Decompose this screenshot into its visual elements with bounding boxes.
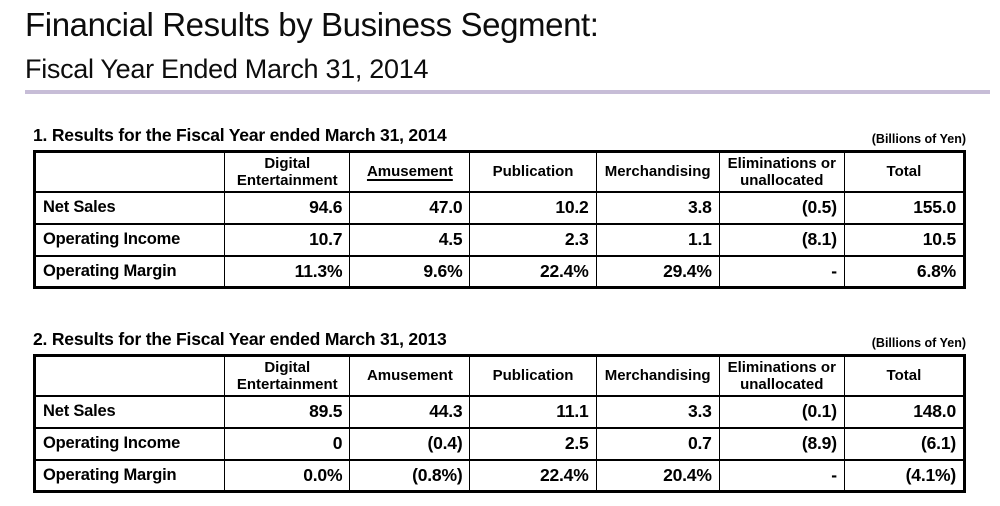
value-cell: 47.0 — [349, 190, 471, 225]
value-cell: 155.0 — [843, 190, 966, 225]
fy2013-results-table: Digital Entertainment Amusement Publicat… — [33, 354, 966, 493]
value-cell: (6.1) — [843, 426, 966, 461]
table-row-operating-income: Operating Income 10.7 4.5 2.3 1.1 (8.1) … — [33, 222, 966, 257]
table-row-operating-margin: Operating Margin 11.3% 9.6% 22.4% 29.4% … — [33, 254, 966, 289]
page-title: Financial Results by Business Segment: — [25, 6, 599, 43]
column-header-digital-entertainment: Digital Entertainment — [224, 354, 351, 397]
header-row: Digital Entertainment Amusement Publicat… — [33, 150, 966, 193]
row-label: Net Sales — [33, 394, 226, 429]
header-row: Digital Entertainment Amusement Publicat… — [33, 354, 966, 397]
value-cell: 10.2 — [469, 190, 597, 225]
value-cell: 44.3 — [349, 394, 471, 429]
value-cell: (0.5) — [718, 190, 845, 225]
page-subtitle: Fiscal Year Ended March 31, 2014 — [25, 54, 429, 84]
row-label: Operating Income — [33, 426, 226, 461]
value-cell: 29.4% — [595, 254, 720, 289]
value-cell: 3.3 — [595, 394, 720, 429]
column-header-eliminations: Eliminations or unallocated — [718, 150, 845, 193]
table-row-net-sales: Net Sales 94.6 47.0 10.2 3.8 (0.5) 155.0 — [33, 190, 966, 225]
value-cell: 10.5 — [843, 222, 966, 257]
value-cell: (4.1%) — [843, 458, 966, 493]
value-cell: 22.4% — [469, 458, 597, 493]
fy2013-caption-row: 2. Results for the Fiscal Year ended Mar… — [33, 328, 966, 350]
value-cell: - — [718, 458, 845, 493]
column-header-publication: Publication — [469, 354, 597, 397]
value-cell: 10.7 — [224, 222, 351, 257]
value-cell: 11.1 — [469, 394, 597, 429]
value-cell: 0.0% — [224, 458, 351, 493]
column-header-amusement: Amusement — [349, 150, 471, 193]
corner-cell — [33, 354, 226, 397]
value-cell: 9.6% — [349, 254, 471, 289]
value-cell: 0.7 — [595, 426, 720, 461]
fy2013-section: 2. Results for the Fiscal Year ended Mar… — [33, 328, 966, 493]
title-divider — [25, 90, 990, 94]
column-header-publication: Publication — [469, 150, 597, 193]
value-cell: 0 — [224, 426, 351, 461]
value-cell: 148.0 — [843, 394, 966, 429]
fy2014-table-caption: 1. Results for the Fiscal Year ended Mar… — [33, 125, 447, 145]
value-cell: (0.8%) — [349, 458, 471, 493]
table-row-operating-income: Operating Income 0 (0.4) 2.5 0.7 (8.9) (… — [33, 426, 966, 461]
column-header-amusement: Amusement — [349, 354, 471, 397]
value-cell: 94.6 — [224, 190, 351, 225]
fy2013-unit-note: (Billions of Yen) — [871, 336, 966, 350]
value-cell: 3.8 — [595, 190, 720, 225]
value-cell: 2.5 — [469, 426, 597, 461]
row-label: Net Sales — [33, 190, 226, 225]
value-cell: 2.3 — [469, 222, 597, 257]
amusement-underlined-text: Amusement — [366, 163, 453, 181]
value-cell: (0.1) — [718, 394, 845, 429]
fy2014-section: 1. Results for the Fiscal Year ended Mar… — [33, 124, 966, 289]
column-header-total: Total — [843, 354, 966, 397]
value-cell: (8.1) — [718, 222, 845, 257]
column-header-eliminations: Eliminations or unallocated — [718, 354, 845, 397]
value-cell: (0.4) — [349, 426, 471, 461]
corner-cell — [33, 150, 226, 193]
row-label: Operating Margin — [33, 254, 226, 289]
value-cell: 89.5 — [224, 394, 351, 429]
value-cell: 20.4% — [595, 458, 720, 493]
value-cell: 22.4% — [469, 254, 597, 289]
table-row-net-sales: Net Sales 89.5 44.3 11.1 3.3 (0.1) 148.0 — [33, 394, 966, 429]
column-header-merchandising: Merchandising — [595, 354, 720, 397]
fy2013-table-caption: 2. Results for the Fiscal Year ended Mar… — [33, 329, 447, 349]
value-cell: - — [718, 254, 845, 289]
table-row-operating-margin: Operating Margin 0.0% (0.8%) 22.4% 20.4%… — [33, 458, 966, 493]
value-cell: 11.3% — [224, 254, 351, 289]
row-label: Operating Margin — [33, 458, 226, 493]
fy2014-unit-note: (Billions of Yen) — [871, 132, 966, 146]
fy2014-caption-row: 1. Results for the Fiscal Year ended Mar… — [33, 124, 966, 146]
row-label: Operating Income — [33, 222, 226, 257]
column-header-merchandising: Merchandising — [595, 150, 720, 193]
value-cell: 1.1 — [595, 222, 720, 257]
value-cell: 6.8% — [843, 254, 966, 289]
column-header-total: Total — [843, 150, 966, 193]
value-cell: (8.9) — [718, 426, 845, 461]
value-cell: 4.5 — [349, 222, 471, 257]
fy2014-results-table: Digital Entertainment Amusement Publicat… — [33, 150, 966, 289]
column-header-digital-entertainment: Digital Entertainment — [224, 150, 351, 193]
